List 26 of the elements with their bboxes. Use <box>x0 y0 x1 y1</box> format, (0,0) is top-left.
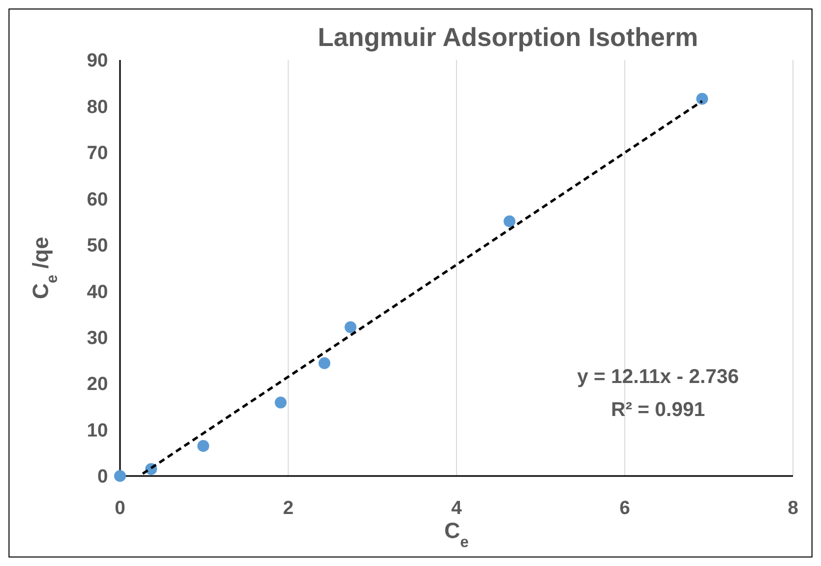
annotation: R² = 0.991 <box>611 399 705 421</box>
x-tick-label: 6 <box>619 498 630 519</box>
y-tick-label: 80 <box>86 96 108 118</box>
y-tick-label: 30 <box>86 328 108 349</box>
point <box>696 92 708 105</box>
x-tick-label: 2 <box>282 498 294 519</box>
y-tick-label: 50 <box>86 236 108 257</box>
y-tick-label: 60 <box>86 189 108 210</box>
point <box>114 470 126 482</box>
y-tick-label: 10 <box>86 420 108 442</box>
x-axis-title: C$_{e}$ <box>444 518 470 550</box>
point <box>318 357 330 370</box>
x-tick-label: 0 <box>114 498 126 519</box>
y-tick-label: 70 <box>86 143 108 164</box>
y-tick-label: 90 <box>86 50 108 72</box>
point <box>344 321 356 334</box>
y-tick-label: 20 <box>86 374 108 396</box>
annotation: y = 12.11x - 2.736 <box>577 366 739 388</box>
y-tick-label: 0 <box>97 466 108 488</box>
point <box>197 440 210 452</box>
x-tick-label: 4 <box>451 498 462 519</box>
point <box>504 215 516 228</box>
y-tick-label: 40 <box>86 282 108 303</box>
point <box>274 396 287 408</box>
chart-title: Langmuir Adsorption Isotherm <box>318 22 698 52</box>
x-tick-label: 8 <box>788 498 798 519</box>
